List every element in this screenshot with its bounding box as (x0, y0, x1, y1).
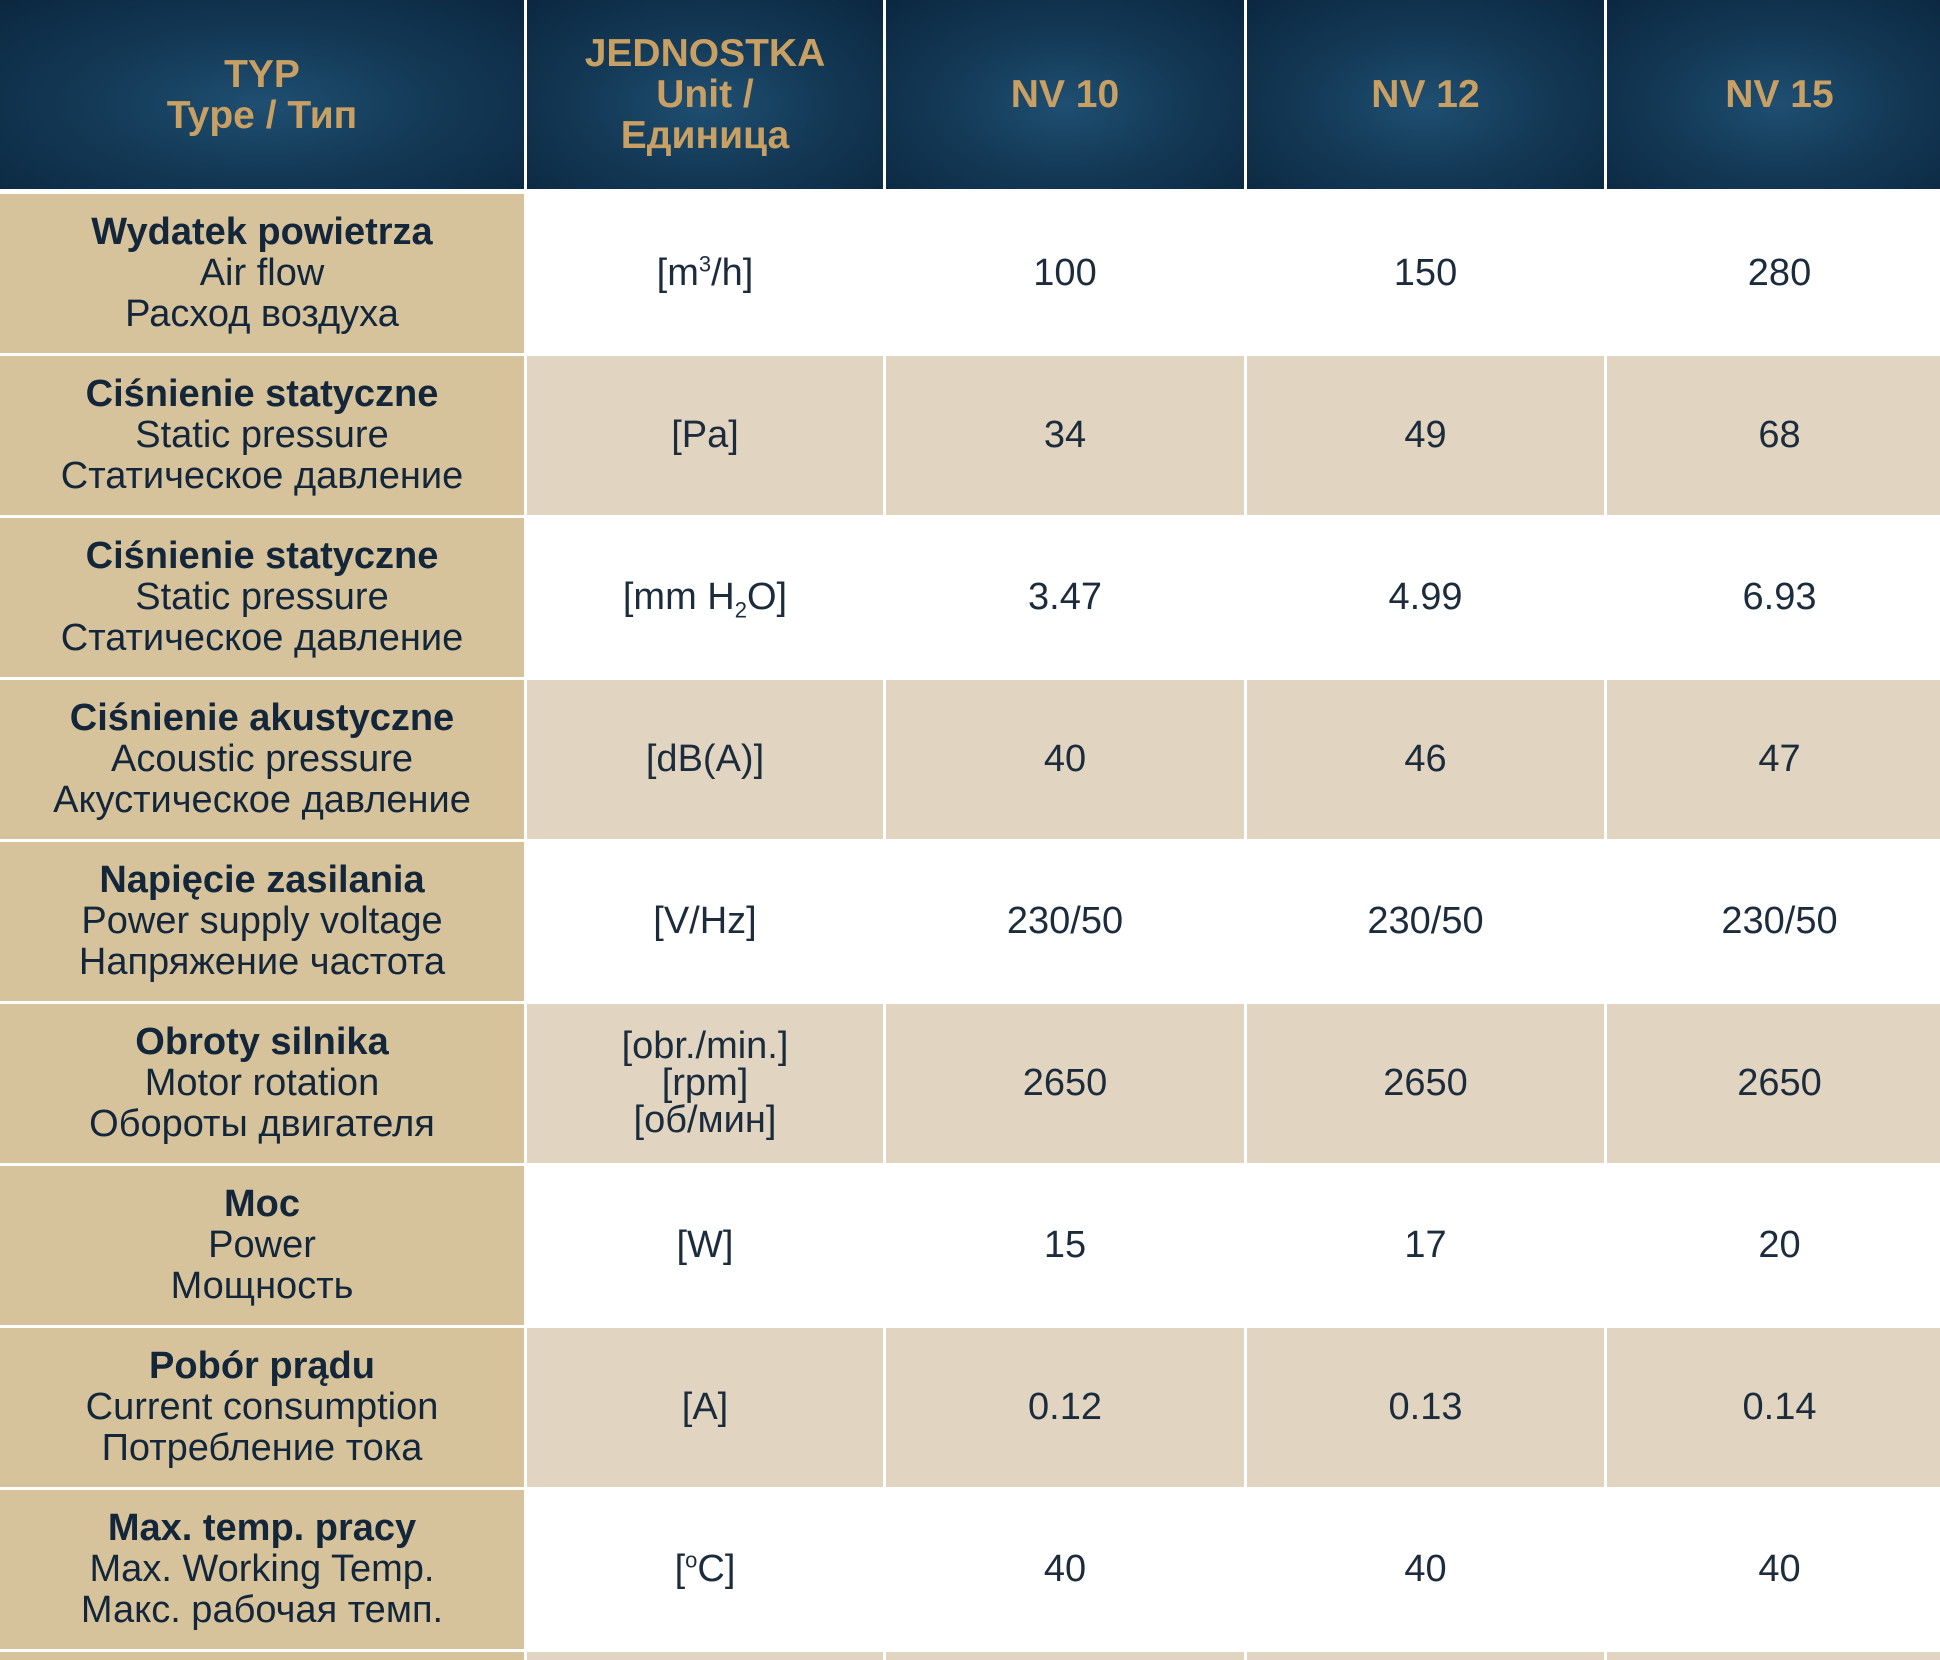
param-label-ru: Обороты двигателя (89, 1103, 435, 1145)
param-acoustic-pressure: Ciśnienie akustyczne Acoustic pressure А… (0, 677, 524, 839)
unit-cell: [m3/h] (527, 191, 883, 353)
param-label-en: Acoustic pressure (110, 738, 413, 780)
value-cell: 40 (1607, 1487, 1940, 1649)
unit-cell: [Pa] (527, 353, 883, 515)
value-cell: 68 (1607, 353, 1940, 515)
param-label-en: Power (208, 1224, 316, 1266)
unit-cell: [A] (527, 1325, 883, 1487)
param-label-ru: Макс. рабочая темп. (80, 1589, 444, 1631)
param-motor-rotation: Obroty silnika Motor rotation Обороты дв… (0, 1001, 524, 1163)
value-cell: 0.14 (1607, 1325, 1940, 1487)
header-model-nv12: NV 12 (1247, 0, 1604, 191)
value-cell: 2650 (886, 1001, 1244, 1163)
value-cell: 40 (886, 1487, 1244, 1649)
param-label-en: Static pressure (135, 414, 389, 456)
unit-cell: [obr./min.] [rpm] [об/мин] (527, 1001, 883, 1163)
param-label-pl: Max. temp. pracy (107, 1507, 417, 1549)
next-row-cell-fragment (1607, 1649, 1940, 1660)
param-static-pressure-pa: Ciśnienie statyczne Static pressure Стат… (0, 353, 524, 515)
param-label-pl: Moc (224, 1183, 300, 1225)
header-unit: JEDNOSTKA Unit / Единица (527, 0, 883, 191)
value-cell: 4.99 (1247, 515, 1604, 677)
value-cell: 40 (1247, 1487, 1604, 1649)
param-max-working-temp: Max. temp. pracy Max. Working Temp. Макс… (0, 1487, 524, 1649)
param-label-pl: Ciśnienie akustyczne (69, 697, 455, 739)
unit-cell: [mm H2O] (527, 515, 883, 677)
next-row-param-fragment (0, 1649, 524, 1660)
next-row-cell-fragment (527, 1649, 883, 1660)
value-cell: 3.47 (886, 515, 1244, 677)
header-model-nv10: NV 10 (886, 0, 1244, 191)
param-label-ru: Мощность (170, 1265, 354, 1307)
param-label-en: Current consumption (85, 1386, 439, 1428)
param-air-flow: Wydatek powietrza Air flow Расход воздух… (0, 191, 524, 353)
param-label-en: Power supply voltage (81, 900, 443, 942)
header-unit-sub2: Единица (620, 114, 790, 157)
value-cell: 17 (1247, 1163, 1604, 1325)
param-label-pl: Ciśnienie statyczne (85, 535, 439, 577)
value-cell: 0.12 (886, 1325, 1244, 1487)
value-cell: 6.93 (1607, 515, 1940, 677)
value-cell: 46 (1247, 677, 1604, 839)
param-label-en: Max. Working Temp. (89, 1548, 435, 1590)
unit-text-pl: [obr./min.] (621, 1025, 789, 1067)
value-cell: 34 (886, 353, 1244, 515)
header-type-sub: Type / Тип (166, 93, 358, 137)
param-power: Moc Power Мощность (0, 1163, 524, 1325)
param-label-en: Motor rotation (144, 1062, 380, 1104)
unit-text: [mm H2O] (622, 576, 788, 623)
param-power-supply-voltage: Napięcie zasilania Power supply voltage … (0, 839, 524, 1001)
param-static-pressure-mmh2o: Ciśnienie statyczne Static pressure Стат… (0, 515, 524, 677)
param-label-ru: Потребление тока (101, 1427, 423, 1469)
value-cell: 20 (1607, 1163, 1940, 1325)
unit-text-en: [rpm] (661, 1062, 749, 1104)
value-cell: 2650 (1607, 1001, 1940, 1163)
value-cell: 100 (886, 191, 1244, 353)
param-label-en: Air flow (199, 252, 325, 294)
unit-cell: [V/Hz] (527, 839, 883, 1001)
unit-cell: [oC] (527, 1487, 883, 1649)
param-label-pl: Obroty silnika (135, 1021, 389, 1063)
param-label-ru: Статическое давление (60, 455, 464, 497)
header-type-pl: TYP (224, 52, 300, 96)
unit-text: [oC] (674, 1547, 736, 1590)
header-model-nv15: NV 15 (1607, 0, 1940, 191)
value-cell: 49 (1247, 353, 1604, 515)
value-cell: 15 (886, 1163, 1244, 1325)
value-cell: 47 (1607, 677, 1940, 839)
param-current-consumption: Pobór prądu Current consumption Потребле… (0, 1325, 524, 1487)
unit-cell: [W] (527, 1163, 883, 1325)
param-label-ru: Напряжение частота (78, 941, 446, 983)
param-label-pl: Ciśnienie statyczne (85, 373, 439, 415)
param-label-ru: Статическое давление (60, 617, 464, 659)
param-label-ru: Акустическое давление (53, 779, 471, 821)
value-cell: 40 (886, 677, 1244, 839)
next-row-cell-fragment (1247, 1649, 1604, 1660)
header-unit-pl: JEDNOSTKA (584, 32, 826, 75)
value-cell: 230/50 (1607, 839, 1940, 1001)
unit-text-ru: [об/мин] (633, 1099, 777, 1141)
value-cell: 150 (1247, 191, 1604, 353)
value-cell: 230/50 (1247, 839, 1604, 1001)
param-label-pl: Napięcie zasilania (99, 859, 425, 901)
value-cell: 0.13 (1247, 1325, 1604, 1487)
param-label-ru: Расход воздуха (125, 293, 399, 335)
header-type: TYP Type / Тип (0, 0, 524, 191)
next-row-cell-fragment (886, 1649, 1244, 1660)
header-unit-sub1: Unit / (656, 73, 754, 116)
value-cell: 280 (1607, 191, 1940, 353)
param-label-en: Static pressure (135, 576, 389, 618)
unit-text: [m3/h] (656, 251, 754, 294)
value-cell: 2650 (1247, 1001, 1604, 1163)
param-label-pl: Wydatek powietrza (91, 211, 433, 253)
value-cell: 230/50 (886, 839, 1244, 1001)
unit-cell: [dB(A)] (527, 677, 883, 839)
param-label-pl: Pobór prądu (149, 1345, 375, 1387)
